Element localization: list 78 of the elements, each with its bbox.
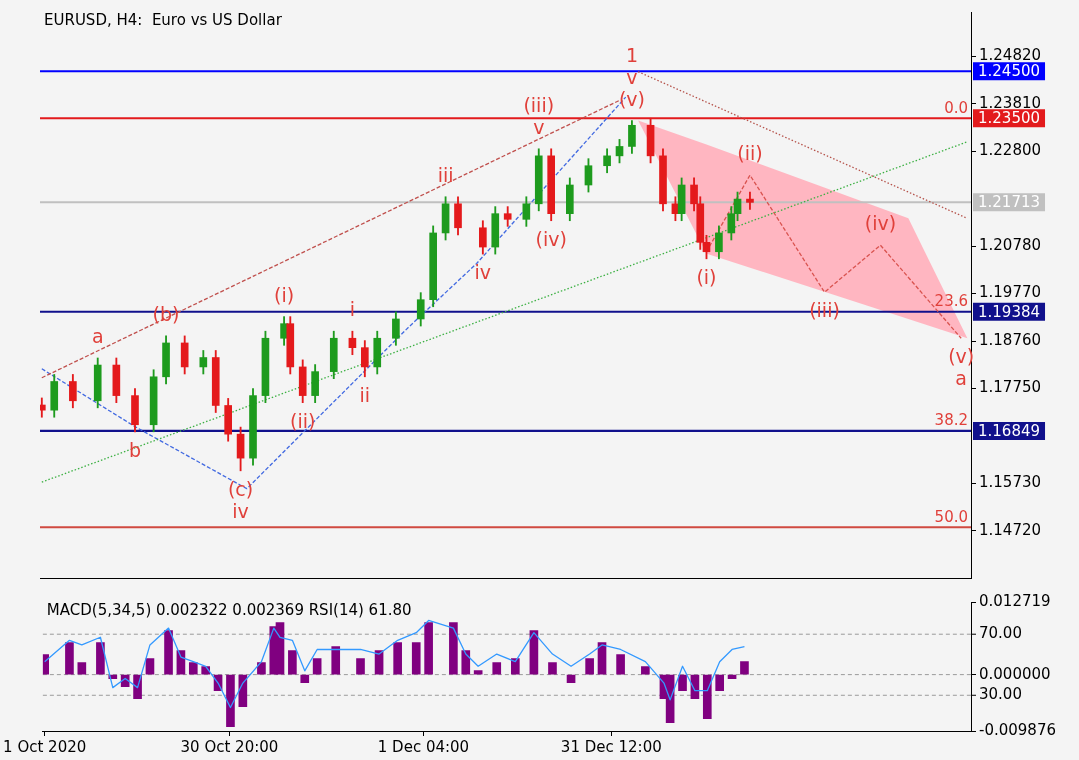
bar [312,658,322,675]
y-tick-label: 0.000000 [979,664,1051,683]
y-tick-label: 1.23810 [979,93,1042,112]
annotation: iv [232,499,249,522]
ref-line-label: 1.19384 [978,302,1041,321]
bar [257,662,266,675]
annotation: 50.0 [934,507,968,526]
y-tick-label: 1.20780 [979,236,1042,254]
annotation: (i) [274,283,295,306]
bar [145,658,155,675]
bar [492,662,502,675]
annotation: (iv) [535,227,567,250]
bar [393,642,402,675]
bar [65,642,74,675]
annotation: iii [437,163,454,186]
ref-line-label: 1.21713 [978,193,1041,212]
y-tick-label: 1.15730 [979,473,1042,492]
annotation: 23.6 [934,292,968,311]
y-tick-label: -0.009876 [979,720,1056,739]
annotation: ii [359,383,371,406]
annotation: v [533,115,545,138]
y-tick-label: 1.17750 [979,378,1042,397]
bar [678,674,687,691]
annotation: 0.0 [944,98,968,117]
bar [331,646,341,675]
x-tick-label: 1 Oct 2020 [3,737,87,756]
bar [77,662,87,675]
bar [300,674,310,683]
annotation: 1 [625,43,638,66]
bar [715,674,725,691]
bar [740,661,749,675]
bar [641,666,650,675]
annotation: v [626,65,638,88]
chart-title: MACD(5,34,5) 0.002322 0.002369 RSI(14) 61.80 [46,601,412,620]
bar [449,622,458,675]
y2-tick-label: 30.00 [979,685,1022,704]
bar [96,642,105,675]
chart-title: EURUSD, H4: Euro vs US Dollar [44,11,283,30]
bar [585,658,594,675]
annotation: a [91,324,104,347]
y-tick-label: 0.012719 [979,591,1051,610]
annotation: (iii) [523,93,555,116]
y-tick-label: 1.19770 [979,283,1042,302]
ref-line-label: 1.23500 [978,109,1041,128]
y-tick-label: 1.14720 [979,520,1042,539]
y-tick-label: 1.24820 [979,46,1042,65]
x-tick-label: 30 Oct 20:00 [180,737,279,756]
annotation: iv [474,261,492,284]
bar [288,650,297,675]
y-tick-label: 1.22800 [979,141,1042,160]
y2-tick-label: 70.00 [979,624,1022,643]
ref-line-label: 1.16849 [978,421,1041,440]
annotation: (v) [618,87,645,110]
bar [510,658,520,675]
x-tick-label: 31 Dec 12:00 [560,737,662,756]
bar [566,674,576,683]
y-tick-label: 1.18760 [979,330,1042,349]
annotation: (i) [696,265,717,288]
annotation: 38.2 [934,411,968,430]
bar [411,642,421,675]
ref-line-label: 1.24500 [978,62,1041,81]
annotation: i [349,298,356,321]
annotation: (ii) [737,142,763,165]
bar [616,654,625,675]
bar [226,674,235,727]
bar [356,658,365,675]
bar [424,622,433,675]
bar [461,650,471,675]
annotation: b [128,438,142,461]
annotation: (ii) [290,409,316,432]
x-tick-label: 1 Dec 04:00 [377,737,470,756]
annotation: a [955,367,967,390]
annotation: (c) [227,477,254,500]
bar [548,662,557,675]
bar [702,674,712,719]
bar [188,662,198,675]
bar [164,630,173,675]
annotation: (iv) [864,212,897,235]
